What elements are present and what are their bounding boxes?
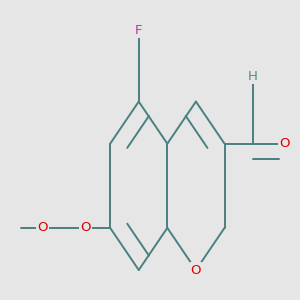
Text: F: F [135,23,142,37]
Text: O: O [80,221,91,234]
Text: H: H [248,70,257,83]
Text: O: O [279,137,290,150]
Text: O: O [37,221,48,234]
Text: O: O [191,263,201,277]
